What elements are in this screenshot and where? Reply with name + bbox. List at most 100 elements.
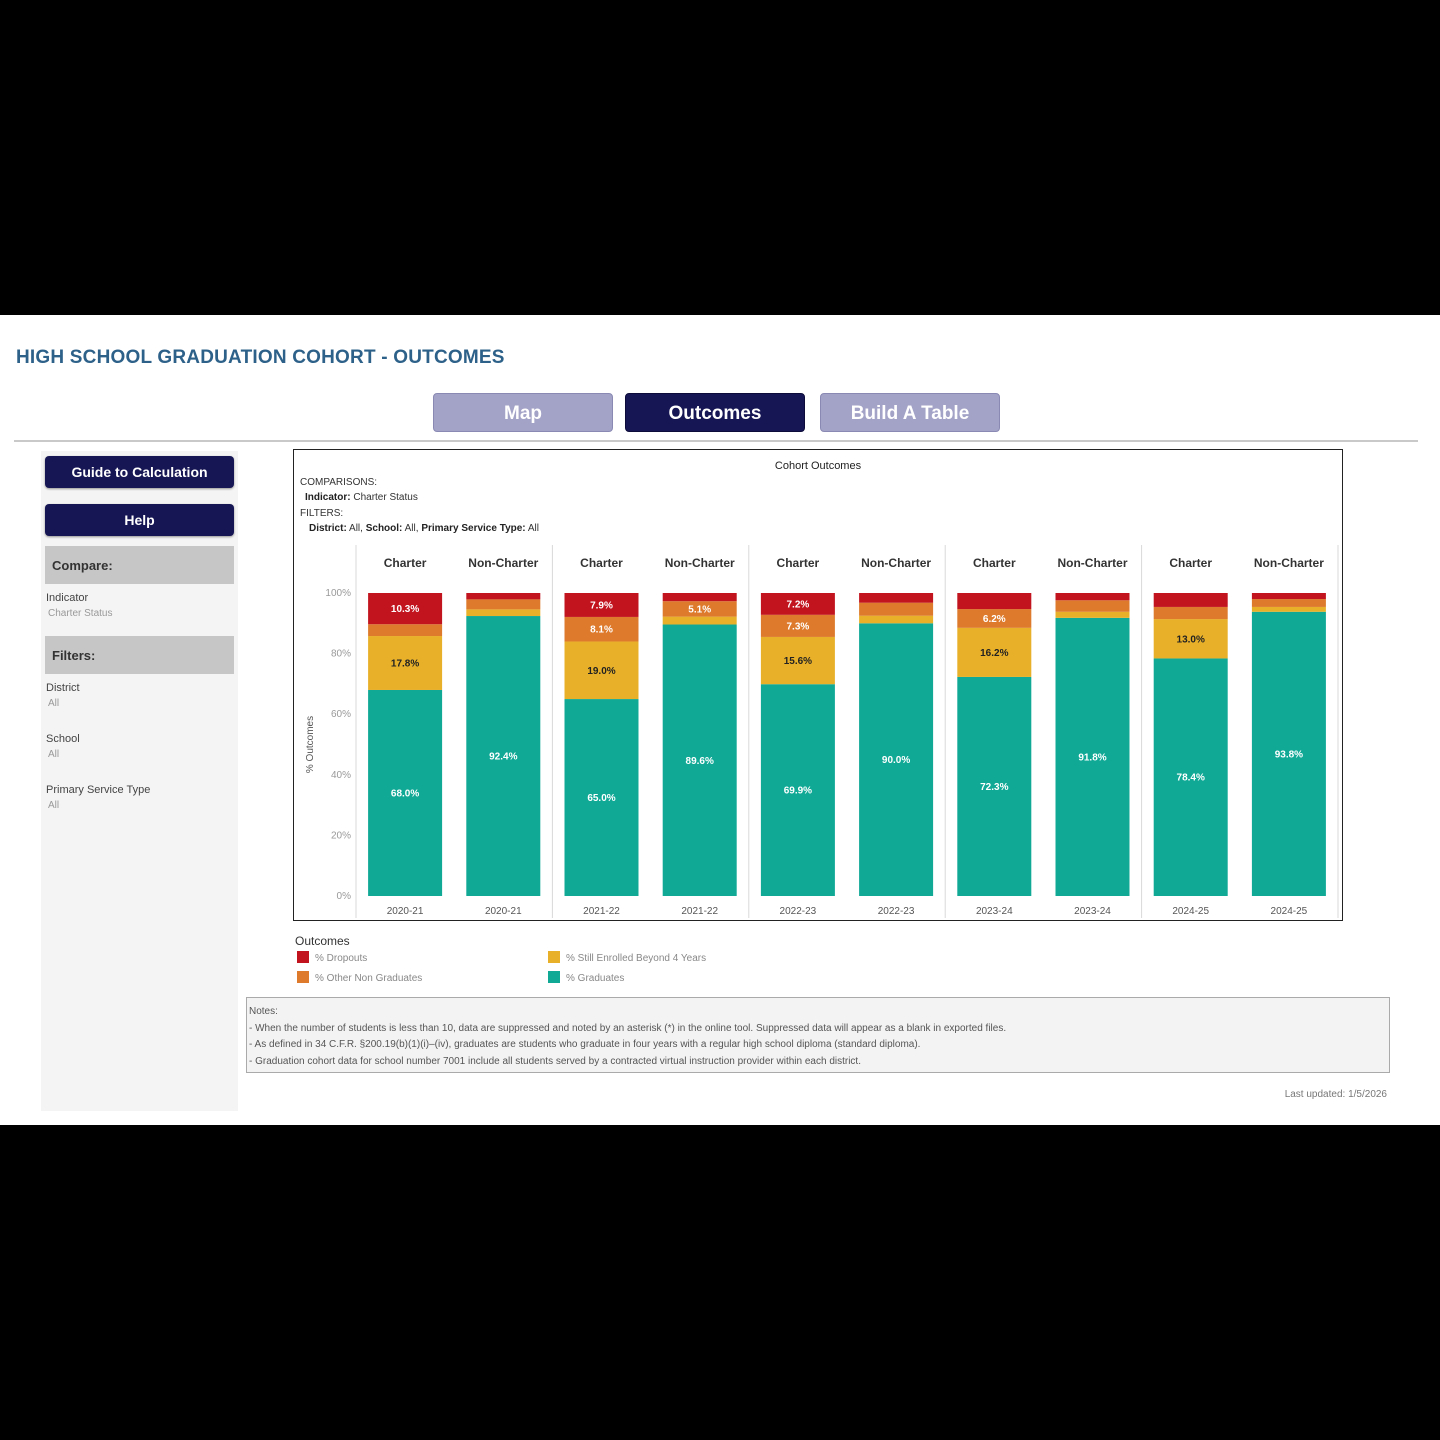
y-tick-label: 40% bbox=[331, 770, 351, 781]
primary-service-type-label: Primary Service Type bbox=[46, 784, 151, 796]
data-label: 7.3% bbox=[787, 621, 810, 632]
compare-header: Compare: bbox=[45, 546, 234, 584]
group-label: Non-Charter bbox=[861, 556, 931, 570]
dashboard: HIGH SCHOOL GRADUATION COHORT - OUTCOMES… bbox=[0, 315, 1440, 1125]
note-line: - As defined in 34 C.F.R. §200.19(b)(1)(… bbox=[249, 1039, 921, 1050]
legend-label-other: % Other Non Graduates bbox=[315, 973, 423, 984]
indicator-key: Indicator: bbox=[305, 492, 351, 503]
group-label: Charter bbox=[1169, 556, 1212, 570]
x-tick-label: 2021-22 bbox=[681, 906, 718, 917]
chart-title: Cohort Outcomes bbox=[774, 460, 862, 472]
bar-segment bbox=[957, 676, 1032, 896]
page-title: HIGH SCHOOL GRADUATION COHORT - OUTCOMES bbox=[16, 347, 505, 368]
notes-heading: Notes: bbox=[249, 1006, 278, 1017]
data-label: 10.3% bbox=[391, 604, 419, 615]
district-value[interactable]: All bbox=[48, 698, 60, 709]
legend-swatch-other bbox=[297, 971, 309, 983]
help-button[interactable]: Help bbox=[45, 504, 234, 536]
legend-swatch-still-enrolled bbox=[548, 951, 560, 963]
data-label: 78.4% bbox=[1177, 773, 1205, 784]
note-line: - When the number of students is less th… bbox=[249, 1022, 1007, 1034]
comparisons-label: COMPARISONS: bbox=[300, 477, 378, 488]
bar-segment bbox=[662, 616, 737, 625]
x-tick-label: 2023-24 bbox=[976, 906, 1013, 917]
group-label: Charter bbox=[580, 556, 623, 570]
data-label: 17.8% bbox=[391, 658, 419, 669]
bar-segment bbox=[760, 614, 835, 637]
group-label: Non-Charter bbox=[665, 556, 735, 570]
bar-segment bbox=[1251, 599, 1326, 607]
data-label: 68.0% bbox=[391, 788, 419, 799]
bar-segment bbox=[662, 601, 737, 617]
data-label: 72.3% bbox=[980, 782, 1008, 793]
group-label: Charter bbox=[384, 556, 427, 570]
data-label: 93.8% bbox=[1275, 749, 1303, 760]
guide-to-calculation-button[interactable]: Guide to Calculation bbox=[45, 456, 234, 488]
indicator-label: Indicator bbox=[46, 592, 89, 604]
bar-segment bbox=[760, 593, 835, 615]
bar-segment bbox=[368, 636, 443, 690]
tab-build-a-table[interactable]: Build A Table bbox=[820, 393, 1000, 432]
x-tick-label: 2020-21 bbox=[485, 906, 522, 917]
bar-segment bbox=[564, 616, 639, 642]
pst-key: Primary Service Type: bbox=[421, 523, 526, 534]
school-label: School bbox=[46, 733, 80, 745]
tab-outcomes[interactable]: Outcomes bbox=[625, 393, 805, 432]
indicator-value[interactable]: Charter Status bbox=[48, 608, 113, 619]
filters-label: FILTERS: bbox=[300, 508, 344, 519]
primary-service-type-value[interactable]: All bbox=[48, 800, 60, 811]
group-label: Non-Charter bbox=[468, 556, 538, 570]
school-value[interactable]: All bbox=[48, 749, 60, 760]
data-label: 92.4% bbox=[489, 752, 517, 763]
legend-label-graduates: % Graduates bbox=[566, 973, 625, 984]
stacked-bar-plot: % Outcomes 0% 20% 40% 60% 80% 100% Charter 2020-… bbox=[305, 545, 1339, 918]
legend-label-still-enrolled: % Still Enrolled Beyond 4 Years bbox=[566, 953, 707, 964]
district-key: District: bbox=[309, 523, 347, 534]
y-tick-label: 100% bbox=[325, 588, 351, 599]
bar-segment bbox=[1055, 600, 1130, 612]
bar-segment bbox=[957, 609, 1032, 628]
notes-panel: Notes: - When the number of students is … bbox=[246, 997, 1390, 1073]
legend-item-other-non-graduates[interactable]: % Other Non Graduates bbox=[297, 971, 422, 984]
data-label: 69.9% bbox=[784, 786, 812, 797]
district-val: All, bbox=[349, 523, 363, 534]
x-tick-label: 2023-24 bbox=[1074, 906, 1111, 917]
bar-segment bbox=[1251, 611, 1326, 896]
legend-swatch-graduates bbox=[548, 971, 560, 983]
tab-map[interactable]: Map bbox=[433, 393, 613, 432]
bar-segment bbox=[1251, 593, 1326, 600]
bar-segment bbox=[1251, 606, 1326, 612]
bar-segment bbox=[564, 699, 639, 896]
group-label: Non-Charter bbox=[1254, 556, 1324, 570]
note-line: - Graduation cohort data for school numb… bbox=[249, 1055, 861, 1067]
x-tick-label: 2020-21 bbox=[387, 906, 424, 917]
data-label: 8.1% bbox=[590, 625, 613, 636]
indicator-val: Charter Status bbox=[353, 492, 418, 503]
legend-item-graduates[interactable]: % Graduates bbox=[548, 971, 624, 984]
x-tick-label: 2022-23 bbox=[780, 906, 817, 917]
bar-segment bbox=[859, 615, 934, 624]
school-val: All, bbox=[404, 523, 419, 534]
bar-segment bbox=[1153, 658, 1228, 896]
bar-segment bbox=[1153, 619, 1228, 659]
y-tick-label: 60% bbox=[331, 709, 351, 720]
bar-segment bbox=[1055, 593, 1130, 601]
legend-title: Outcomes bbox=[295, 934, 350, 948]
district-label: District bbox=[46, 682, 80, 694]
group-label: Charter bbox=[777, 556, 820, 570]
group-header-strip bbox=[356, 545, 1338, 577]
y-tick-label: 80% bbox=[331, 649, 351, 660]
legend-item-still-enrolled[interactable]: % Still Enrolled Beyond 4 Years bbox=[548, 951, 706, 964]
bar-segment bbox=[662, 624, 737, 896]
data-label: 7.9% bbox=[590, 600, 613, 611]
bar-segment bbox=[859, 602, 934, 616]
bar-segment bbox=[368, 593, 443, 625]
cohort-outcomes-chart: Cohort Outcomes COMPARISONS: Indicator: … bbox=[293, 449, 1343, 921]
data-label: 13.0% bbox=[1177, 634, 1205, 645]
bar-segment bbox=[662, 593, 737, 602]
last-updated: Last updated: 1/5/2026 bbox=[1284, 1089, 1387, 1100]
x-tick-label: 2022-23 bbox=[878, 906, 915, 917]
indicator-line: Indicator: Charter Status bbox=[305, 492, 418, 503]
filters-line: District: All, School: All, Primary Serv… bbox=[309, 523, 539, 534]
legend-item-dropouts[interactable]: % Dropouts bbox=[297, 951, 367, 964]
